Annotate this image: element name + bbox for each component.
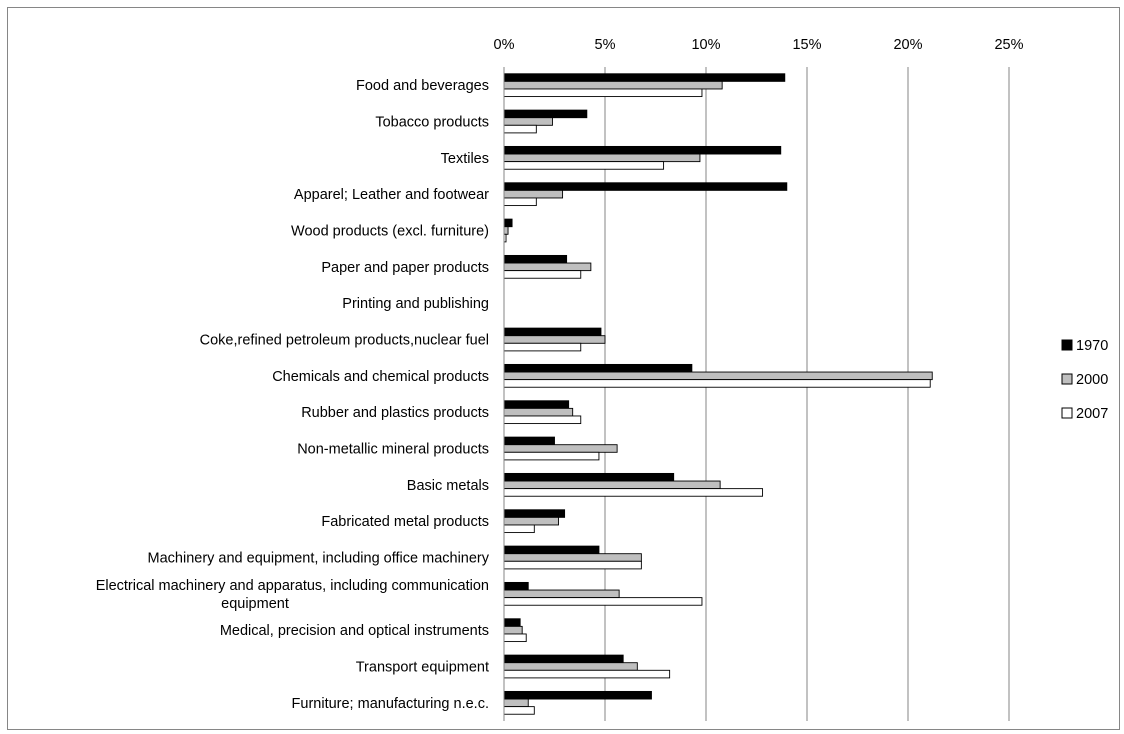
x-tick-label: 15% [792, 37, 821, 53]
category-label: Electrical machinery and apparatus, incl… [96, 578, 489, 594]
bar-1970 [503, 109, 588, 119]
category-label: Apparel; Leather and footwear [294, 187, 489, 203]
category-label: Chemicals and chemical products [272, 369, 489, 385]
category-label: Tobacco products [375, 115, 489, 131]
bar-2007 [503, 197, 537, 207]
bar-1970 [503, 363, 693, 373]
bar-1970 [503, 618, 521, 627]
x-tick-label: 0% [494, 37, 515, 53]
bar-2000 [503, 553, 642, 562]
legend-swatch-2000 [1061, 373, 1073, 385]
bar-2007 [503, 451, 600, 461]
legend-label: 2007 [1076, 406, 1108, 422]
bar-2007 [503, 161, 665, 170]
category-label: Basic metals [407, 478, 489, 494]
bars [503, 73, 933, 715]
bar-chart: 0% 5% 10% 15% 20% 25% Food and beverages Tobac… [96, 37, 1108, 721]
bar-2007 [503, 88, 703, 98]
category-label-continued: equipment [221, 596, 289, 612]
bar-1970 [503, 182, 788, 191]
bar-1970 [503, 545, 600, 555]
category-label: Food and beverages [356, 78, 489, 94]
bar-2007 [503, 633, 527, 643]
legend-label: 1970 [1076, 338, 1108, 354]
bar-2000 [503, 444, 618, 453]
bar-2000 [503, 625, 523, 635]
category-label: Textiles [441, 151, 489, 167]
category-label: Fabricated metal products [321, 514, 489, 530]
legend-swatch-2007 [1061, 407, 1073, 419]
bar-1970 [503, 73, 786, 82]
category-label: Wood products (excl. furniture) [291, 224, 489, 240]
bar-2000 [503, 335, 606, 344]
bar-2007 [503, 270, 582, 279]
bar-2007 [503, 415, 582, 425]
bar-2000 [503, 262, 592, 272]
category-label: Coke,refined petroleum products,nuclear … [200, 333, 489, 349]
bar-2007 [503, 524, 535, 534]
x-tick-label: 5% [595, 37, 616, 53]
category-label: Rubber and plastics products [301, 405, 489, 421]
bar-2000 [503, 407, 574, 417]
bar-2000 [503, 226, 509, 235]
category-label: Medical, precision and optical instrumen… [220, 623, 489, 639]
legend: 1970 2000 2007 [1061, 338, 1108, 422]
bar-1970 [503, 436, 555, 446]
bar-1970 [503, 654, 624, 664]
bar-2007 [503, 379, 931, 388]
legend-swatch-1970 [1061, 339, 1073, 351]
bar-2007 [503, 342, 582, 352]
bar-2000 [503, 153, 701, 163]
category-label: Transport equipment [356, 660, 489, 676]
category-label: Machinery and equipment, including offic… [148, 551, 490, 567]
bar-1970 [503, 400, 570, 409]
bar-2000 [503, 516, 559, 526]
x-axis-tick-labels: 0% 5% 10% 15% 20% 25% [494, 37, 1024, 53]
bar-1970 [503, 327, 602, 337]
category-label: Non-metallic mineral products [297, 442, 489, 458]
bar-1970 [503, 509, 566, 518]
bar-2007 [503, 488, 764, 497]
chart-area: 0% 5% 10% 15% 20% 25% Food and beverages Tobac… [7, 7, 1120, 730]
bar-1970 [503, 472, 675, 482]
x-tick-label: 25% [994, 37, 1023, 53]
category-label: Paper and paper products [321, 260, 489, 276]
bar-2000 [503, 662, 638, 671]
bar-1970 [503, 581, 529, 591]
bar-2007 [503, 124, 537, 134]
bar-2007 [503, 706, 535, 715]
bar-2007 [503, 560, 642, 570]
bar-2000 [503, 589, 620, 599]
bar-2000 [503, 371, 933, 381]
bar-2000 [503, 698, 529, 708]
bar-1970 [503, 145, 782, 155]
bar-2000 [503, 117, 553, 126]
bar-2000 [503, 189, 564, 199]
bar-1970 [503, 218, 513, 228]
y-axis-category-labels: Food and beverages Tobacco products Textil… [96, 78, 490, 712]
legend-label: 2000 [1076, 372, 1108, 388]
category-label: Furniture; manufacturing n.e.c. [292, 696, 489, 712]
x-tick-label: 20% [893, 37, 922, 53]
x-tick-label: 10% [691, 37, 720, 53]
bar-2007 [503, 597, 703, 606]
category-label: Printing and publishing [342, 296, 489, 312]
bar-2000 [503, 480, 721, 490]
bar-2000 [503, 80, 723, 90]
bar-2007 [503, 669, 671, 679]
gridlines [604, 67, 1010, 721]
bar-1970 [503, 254, 568, 264]
bar-1970 [503, 690, 652, 700]
